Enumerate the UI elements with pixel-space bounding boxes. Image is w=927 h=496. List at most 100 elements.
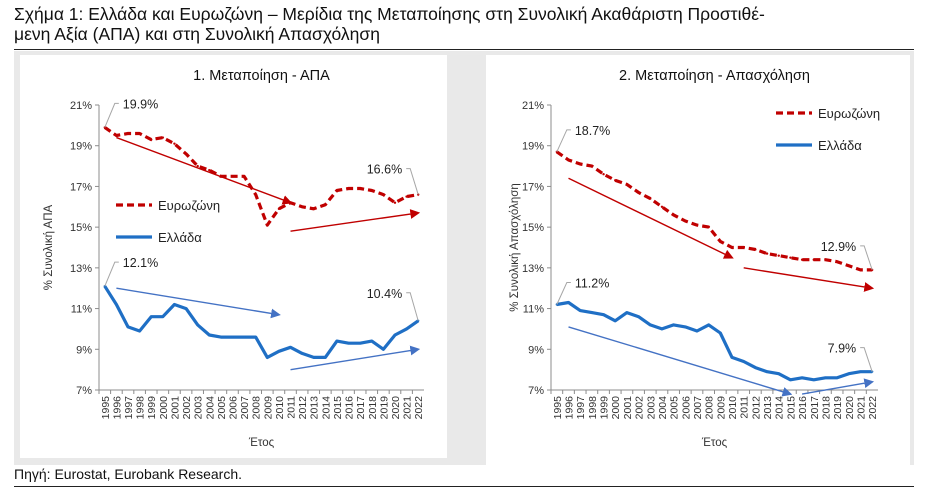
trend-arrow-blue bbox=[568, 326, 793, 397]
data-point-eurozone bbox=[765, 252, 769, 255]
data-point-eurozone bbox=[405, 195, 408, 198]
data-point-eurozone bbox=[684, 219, 687, 223]
data-point-greece bbox=[161, 315, 165, 318]
x-tick-label: 2019 bbox=[832, 396, 844, 420]
annotation-label: 7.9% bbox=[828, 342, 857, 356]
x-tick-label: 2021 bbox=[855, 396, 867, 420]
data-point-eurozone bbox=[312, 207, 315, 211]
data-point-eurozone bbox=[358, 187, 362, 190]
data-point-eurozone bbox=[789, 256, 792, 259]
data-point-eurozone bbox=[254, 193, 257, 196]
x-axis-title: Έτος bbox=[701, 437, 728, 449]
data-point-greece bbox=[637, 315, 640, 318]
annotation-callout bbox=[406, 168, 419, 195]
x-tick-label: 1999 bbox=[599, 396, 611, 420]
annotation-callout bbox=[104, 102, 119, 128]
y-tick-label: 21% bbox=[70, 100, 92, 112]
data-point-greece bbox=[847, 372, 851, 375]
data-point-greece bbox=[672, 323, 675, 327]
data-point-eurozone bbox=[347, 187, 350, 190]
x-tick-label: 2015 bbox=[332, 396, 344, 420]
x-tick-label: 1997 bbox=[123, 396, 135, 420]
annotation-callout bbox=[104, 261, 119, 287]
x-tick-label: 2000 bbox=[158, 396, 170, 420]
x-tick-label: 2009 bbox=[715, 396, 727, 420]
x-tick-label: 2014 bbox=[774, 396, 786, 420]
x-tick-label: 2022 bbox=[867, 396, 879, 420]
x-tick-label: 2003 bbox=[193, 396, 205, 420]
x-tick-label: 1997 bbox=[575, 396, 587, 420]
title-divider bbox=[14, 49, 914, 50]
data-point-eurozone bbox=[859, 268, 862, 272]
data-point-greece bbox=[614, 319, 617, 322]
data-point-eurozone bbox=[266, 223, 269, 227]
x-tick-label: 2002 bbox=[634, 396, 646, 420]
x-tick-label: 2001 bbox=[622, 396, 634, 420]
x-tick-label: 2001 bbox=[169, 396, 181, 420]
trend-arrow-blue bbox=[801, 378, 875, 395]
data-point-eurozone bbox=[567, 158, 570, 162]
data-point-greece bbox=[590, 311, 594, 314]
x-tick-label: 2007 bbox=[692, 396, 704, 420]
x-tick-label: 2008 bbox=[251, 396, 263, 420]
data-point-eurozone bbox=[695, 223, 699, 227]
data-point-greece bbox=[765, 370, 769, 373]
annotation-label: 16.6% bbox=[367, 163, 402, 177]
chart-manufacturing-gva: 1. Μεταποίηση - ΑΠΑ 7% 9% 11% 13% 15% 17% 19% 21… bbox=[43, 68, 425, 449]
data-point-greece bbox=[625, 311, 629, 314]
x-tick-label: 2015 bbox=[785, 396, 797, 420]
annotation-label: 11.2% bbox=[575, 277, 610, 291]
data-point-greece bbox=[242, 335, 246, 339]
x-tick-label: 2013 bbox=[762, 396, 774, 420]
x-tick-label: 2019 bbox=[378, 396, 390, 420]
x-tick-label: 2020 bbox=[844, 396, 856, 420]
annotation-label: 18.7% bbox=[575, 124, 610, 138]
data-point-eurozone bbox=[590, 164, 594, 168]
annotation-label: 12.9% bbox=[821, 240, 856, 254]
data-point-eurozone bbox=[754, 248, 757, 251]
figure-title: Σχήμα 1: Ελλάδα και Ευρωζώνη – Μερίδια τ… bbox=[14, 4, 914, 44]
data-point-greece bbox=[150, 315, 153, 318]
x-tick-label: 2007 bbox=[239, 396, 251, 420]
data-point-eurozone bbox=[707, 225, 710, 229]
data-point-eurozone bbox=[835, 260, 839, 263]
x-tick-label: 2014 bbox=[320, 396, 332, 420]
y-tick-label: 21% bbox=[522, 100, 544, 112]
x-tick-label: 2018 bbox=[367, 396, 379, 420]
x-tick-label: 2016 bbox=[344, 396, 356, 420]
data-point-eurozone bbox=[324, 203, 327, 206]
x-tick-label: 2005 bbox=[669, 396, 681, 420]
data-point-eurozone bbox=[730, 246, 734, 249]
data-point-greece bbox=[324, 356, 327, 359]
data-point-eurozone bbox=[742, 246, 745, 249]
data-point-eurozone bbox=[777, 254, 780, 257]
y-tick-label: 13% bbox=[70, 263, 92, 275]
data-point-eurozone bbox=[208, 168, 211, 172]
data-point-eurozone bbox=[672, 213, 675, 217]
annotation-callout bbox=[860, 347, 873, 372]
y-axis-title: % Συνολική Απασχόληση bbox=[509, 183, 521, 312]
data-point-eurozone bbox=[219, 175, 223, 178]
data-point-greece bbox=[277, 350, 281, 353]
x-tick-label: 2000 bbox=[610, 396, 622, 420]
data-point-greece bbox=[719, 331, 722, 335]
data-point-eurozone bbox=[115, 134, 118, 137]
data-point-greece bbox=[602, 313, 605, 316]
x-tick-label: 1995 bbox=[100, 396, 112, 420]
trend-arrow-red bbox=[290, 209, 421, 232]
data-point-eurozone bbox=[393, 201, 397, 204]
annotation-label: 12.1% bbox=[123, 256, 158, 270]
x-tick-label: 2004 bbox=[657, 396, 669, 420]
data-point-greece bbox=[754, 366, 757, 369]
x-axis-title: Έτος bbox=[248, 437, 275, 449]
x-tick-label: 1996 bbox=[564, 396, 576, 420]
chart-title: 2. Μεταποίηση - Απασχόληση bbox=[619, 68, 810, 84]
figure-title-line-1: Σχήμα 1: Ελλάδα και Ευρωζώνη – Μερίδια τ… bbox=[14, 4, 765, 24]
x-tick-label: 2018 bbox=[820, 396, 832, 420]
data-point-eurozone bbox=[277, 207, 281, 211]
data-point-eurozone bbox=[812, 258, 815, 261]
x-tick-label: 2006 bbox=[680, 396, 692, 420]
series-line-greece bbox=[556, 300, 873, 382]
y-tick-label: 7% bbox=[76, 385, 92, 397]
data-point-greece bbox=[824, 376, 827, 379]
